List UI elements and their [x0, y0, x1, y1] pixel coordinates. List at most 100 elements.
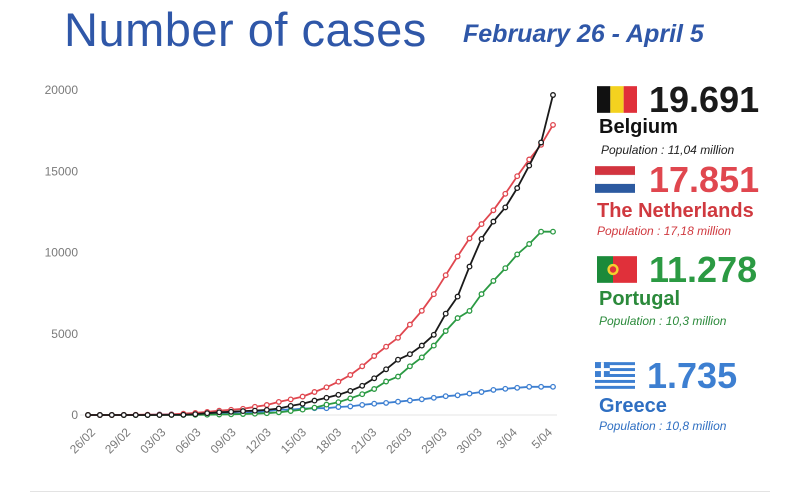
- data-point-belgium: [132, 412, 139, 418]
- data-point-belgium: [359, 382, 366, 389]
- data-point-greece: [335, 404, 342, 410]
- legend-belgium: 19.691 Belgium Population : 11,04 millio…: [597, 82, 797, 160]
- data-point-portugal: [454, 315, 461, 322]
- greece-flag-icon: [595, 362, 635, 389]
- data-point-belgium: [550, 92, 556, 98]
- portugal-case-count: 11.278: [649, 249, 758, 290]
- data-point-portugal: [395, 373, 401, 380]
- chart-subtitle: February 26 - April 5: [463, 20, 704, 48]
- data-point-the-netherlands: [406, 321, 413, 328]
- data-point-portugal: [335, 399, 342, 406]
- data-point-belgium: [454, 293, 461, 300]
- data-point-portugal: [526, 241, 533, 247]
- data-point-belgium: [430, 331, 437, 338]
- data-point-greece: [430, 394, 437, 401]
- data-point-greece: [406, 397, 413, 404]
- data-point-the-netherlands: [466, 235, 473, 242]
- data-point-belgium: [383, 366, 390, 373]
- bottom-divider: [30, 491, 770, 492]
- data-point-belgium: [108, 412, 115, 418]
- data-point-greece: [395, 398, 401, 405]
- legend-greece: 1.735 Greece Population : 10,8 million: [595, 358, 795, 436]
- data-point-portugal: [430, 342, 437, 349]
- data-point-the-netherlands: [490, 207, 497, 214]
- data-point-belgium: [490, 218, 497, 225]
- x-tick-label: 26/03: [383, 425, 414, 456]
- data-point-greece: [550, 383, 556, 390]
- y-tick-label: 20000: [45, 83, 79, 97]
- data-point-belgium: [526, 162, 533, 169]
- data-point-the-netherlands: [514, 173, 521, 180]
- legend-portugal: 11.278 Portugal Population : 10,3 millio…: [597, 252, 797, 330]
- netherlands-flag-icon: [595, 166, 635, 193]
- data-point-portugal: [323, 401, 330, 408]
- x-tick-label: 03/03: [137, 425, 168, 456]
- data-point-belgium: [168, 411, 175, 418]
- x-tick-label: 5/04: [529, 425, 556, 452]
- data-point-the-netherlands: [454, 253, 461, 260]
- data-point-belgium: [538, 139, 545, 146]
- y-tick-label: 0: [71, 408, 78, 422]
- netherlands-label: The Netherlands: [597, 200, 754, 222]
- data-point-the-netherlands: [442, 272, 449, 279]
- data-point-greece: [383, 399, 390, 406]
- x-tick-label: 29/03: [419, 425, 450, 456]
- x-tick-label: 18/03: [313, 425, 344, 456]
- data-point-portugal: [538, 228, 545, 235]
- data-point-greece: [454, 392, 461, 399]
- data-point-greece: [371, 400, 378, 407]
- chart-title: Number of cases: [64, 3, 427, 56]
- portugal-flag-icon: [597, 256, 637, 283]
- netherlands-case-count: 17.851: [649, 159, 760, 200]
- data-point-greece: [442, 393, 449, 400]
- data-point-belgium: [371, 375, 378, 382]
- data-point-portugal: [371, 386, 378, 392]
- belgium-label: Belgium: [599, 116, 678, 138]
- data-point-the-netherlands: [275, 398, 282, 405]
- data-point-the-netherlands: [395, 334, 401, 341]
- x-tick-label: 30/03: [454, 425, 485, 456]
- data-point-belgium: [299, 400, 306, 407]
- data-point-greece: [514, 384, 521, 391]
- x-tick-label: 15/03: [278, 425, 309, 456]
- data-point-belgium: [192, 411, 199, 418]
- x-tick-label: 3/04: [494, 425, 521, 452]
- data-point-portugal: [442, 328, 449, 334]
- data-point-belgium: [502, 204, 509, 211]
- y-tick-label: 15000: [45, 164, 79, 178]
- data-point-belgium: [180, 411, 187, 418]
- data-point-portugal: [490, 277, 497, 284]
- x-tick-label: 29/02: [102, 425, 133, 456]
- greece-label: Greece: [599, 395, 667, 417]
- data-point-greece: [502, 385, 509, 392]
- data-point-belgium: [251, 407, 258, 414]
- data-point-belgium: [287, 402, 294, 409]
- data-point-the-netherlands: [287, 396, 294, 403]
- data-point-portugal: [478, 291, 485, 298]
- data-point-belgium: [156, 412, 163, 418]
- data-point-greece: [490, 386, 497, 393]
- y-tick-label: 10000: [45, 246, 79, 260]
- data-point-the-netherlands: [335, 378, 342, 385]
- data-point-portugal: [406, 363, 413, 370]
- data-point-portugal: [299, 406, 306, 413]
- data-point-the-netherlands: [550, 121, 556, 128]
- x-tick-label: 21/03: [348, 425, 379, 456]
- data-point-belgium: [406, 351, 413, 358]
- data-point-belgium: [96, 412, 103, 418]
- data-point-the-netherlands: [263, 402, 270, 408]
- series-line-portugal: [88, 230, 553, 416]
- data-point-greece: [466, 390, 473, 397]
- data-point-portugal: [550, 228, 556, 235]
- data-point-belgium: [514, 185, 521, 192]
- data-point-the-netherlands: [383, 343, 390, 350]
- data-point-belgium: [228, 408, 235, 415]
- data-point-portugal: [359, 391, 366, 398]
- y-tick-label: 5000: [51, 327, 78, 341]
- x-tick-label: 26/02: [67, 425, 98, 456]
- data-point-greece: [347, 403, 354, 410]
- data-point-the-netherlands: [359, 363, 366, 370]
- data-point-belgium: [466, 263, 473, 270]
- data-point-belgium: [335, 391, 342, 398]
- data-point-belgium: [347, 387, 354, 394]
